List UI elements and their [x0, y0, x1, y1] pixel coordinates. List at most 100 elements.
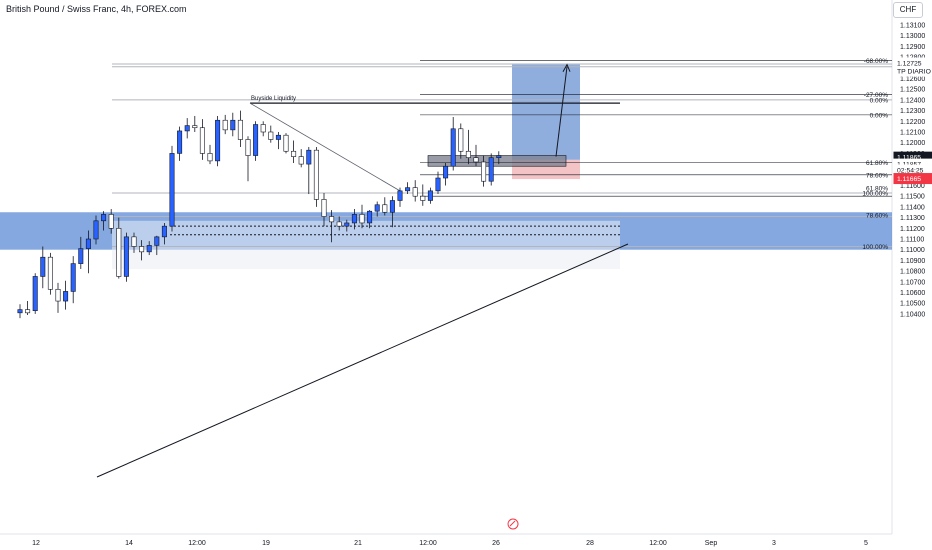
symbol-title: British Pound / Swiss Franc, 4h, FOREX.c… — [6, 4, 187, 14]
candle — [427, 187, 433, 204]
target-box — [512, 64, 580, 160]
candle-body — [78, 248, 84, 264]
candle-body — [40, 256, 46, 277]
candle-body — [139, 246, 145, 253]
candle-body — [496, 155, 502, 158]
candle — [40, 246, 46, 289]
candle-body — [435, 177, 441, 192]
candle-body — [450, 128, 456, 167]
candle-body — [306, 149, 312, 165]
price-tick-label: 1.12900 — [900, 44, 925, 51]
candle-body — [321, 199, 327, 217]
candle — [359, 204, 365, 229]
time-tick-label: 19 — [262, 540, 270, 547]
candle-body — [336, 221, 342, 227]
candle-body — [389, 200, 395, 213]
candle — [85, 230, 91, 274]
price-tick-label: 1.12300 — [900, 108, 925, 115]
arrow-head — [562, 63, 571, 72]
candle-body — [146, 245, 152, 253]
candle-body — [275, 134, 281, 140]
candle-body — [298, 156, 304, 165]
price-badge-label: TP DIARIO — [897, 69, 931, 76]
candle — [222, 114, 228, 135]
candle-body — [169, 153, 175, 227]
time-tick-label: 12 — [32, 540, 40, 547]
candle-body — [344, 222, 350, 227]
fib-label: 0.00% — [870, 97, 889, 104]
candle — [351, 209, 357, 230]
time-tick-label: 12:00 — [649, 540, 667, 547]
candle — [458, 123, 464, 159]
candle — [344, 219, 350, 232]
candle — [230, 112, 236, 137]
candle-body — [199, 127, 205, 154]
candle — [298, 149, 304, 168]
price-badge-label: 1.11665 — [897, 176, 921, 183]
time-tick-label: 12:00 — [419, 540, 437, 547]
candle — [329, 210, 335, 243]
candle-body — [207, 153, 213, 162]
candle — [169, 145, 175, 232]
price-tick-label: 1.12500 — [900, 87, 925, 94]
candle-body — [230, 119, 236, 131]
candle — [420, 184, 426, 206]
candle — [215, 115, 221, 167]
price-badge-label: 1.11865 — [897, 155, 921, 162]
candle — [63, 280, 69, 310]
candle — [268, 125, 274, 143]
price-tick-label: 1.12400 — [900, 97, 925, 104]
candle — [78, 236, 84, 269]
fib-label: -68.00% — [864, 58, 888, 65]
price-tick-label: 1.11000 — [900, 247, 925, 254]
candle-body — [253, 124, 259, 156]
order-block-lower — [112, 249, 620, 270]
candle-body — [222, 119, 228, 131]
candle — [131, 232, 137, 253]
candle-body — [260, 124, 266, 133]
candle — [177, 126, 183, 161]
time-tick-label: 3 — [772, 540, 776, 547]
candle-body — [367, 210, 373, 224]
candle — [101, 211, 107, 231]
candle-body — [192, 125, 198, 129]
candle — [321, 192, 327, 227]
candle-body — [177, 130, 183, 154]
candle — [481, 155, 487, 187]
candle-body — [481, 161, 487, 182]
candle-body — [374, 204, 380, 212]
fib-label: 100.00% — [862, 190, 888, 197]
candle — [245, 136, 251, 182]
candle — [237, 110, 243, 147]
candle — [161, 222, 167, 245]
fib-label: 78.60% — [866, 212, 888, 219]
candle — [139, 240, 145, 261]
candle — [116, 217, 122, 279]
candle — [192, 115, 198, 132]
price-tick-label: 1.10400 — [900, 311, 925, 318]
candle — [473, 144, 479, 167]
time-tick-label: 14 — [125, 540, 133, 547]
candle-body — [268, 131, 274, 140]
price-badge — [893, 65, 932, 77]
replay-icon — [507, 518, 519, 530]
candle-body — [32, 276, 38, 311]
candle — [70, 256, 76, 304]
fib-label: 61.80% — [866, 160, 888, 167]
candle — [146, 241, 152, 256]
candle-body — [63, 291, 69, 302]
candle-body — [458, 128, 464, 152]
time-tick-label: Sep — [705, 540, 718, 547]
price-tick-label: 1.11500 — [900, 194, 925, 201]
candle — [496, 151, 502, 165]
candle-body — [25, 309, 31, 314]
currency-unit-button[interactable]: CHF — [893, 2, 923, 18]
replay-icon-stroke — [509, 520, 516, 527]
candle-body — [108, 214, 114, 229]
price-badge-label: 02:54:25 — [897, 167, 924, 174]
price-tick-label: 1.10500 — [900, 301, 925, 308]
candle-body — [359, 214, 365, 224]
time-tick-label: 21 — [354, 540, 362, 547]
candle-body — [397, 190, 403, 201]
